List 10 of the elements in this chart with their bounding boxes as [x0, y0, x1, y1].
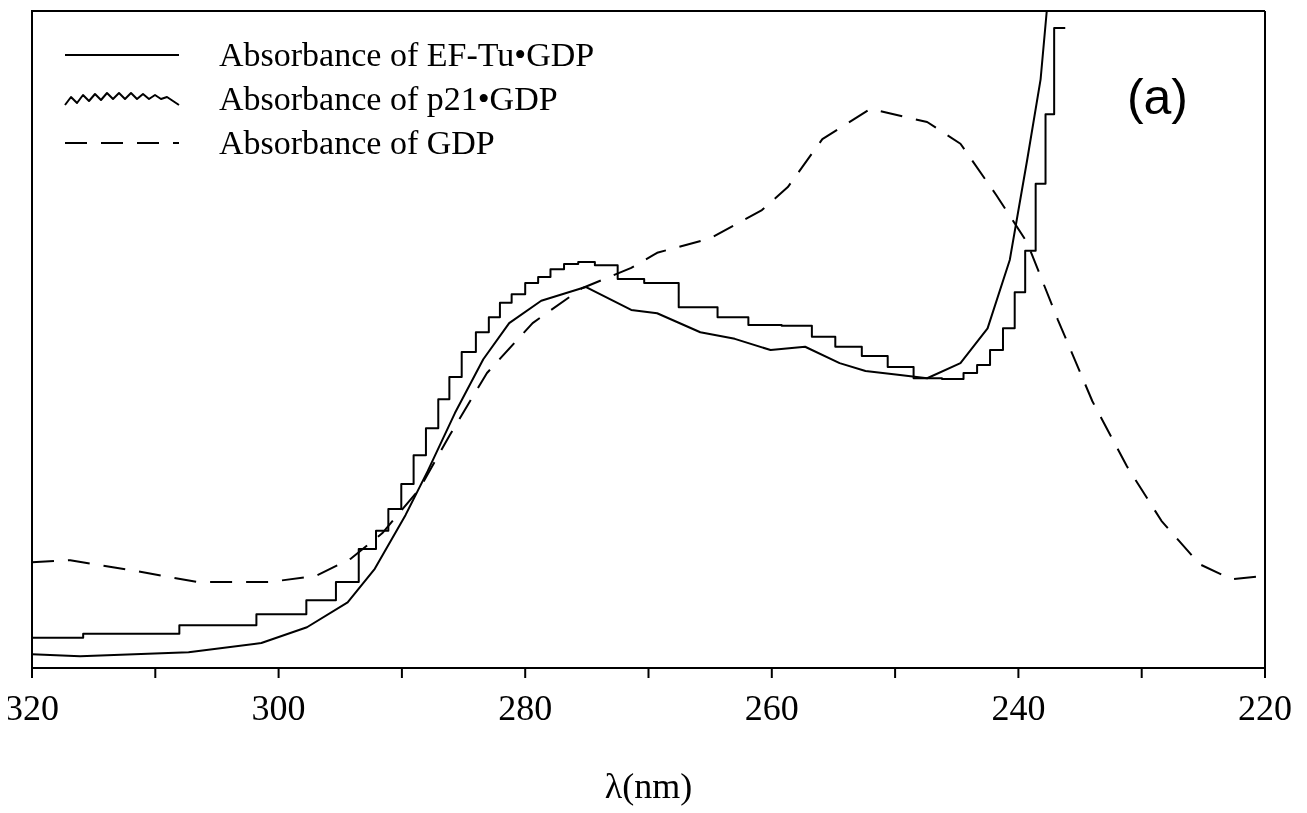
x-tick-label: 300 — [251, 687, 306, 728]
x-tick-label: 240 — [991, 687, 1046, 728]
legend-label: Absorbance of p21•GDP — [219, 80, 558, 118]
legend-label: Absorbance of GDP — [219, 124, 495, 162]
x-axis-title: λ(nm) — [604, 766, 693, 806]
x-tick-label: 260 — [744, 687, 799, 728]
annotation: (a) — [1126, 68, 1188, 126]
x-tick-label: 220 — [1238, 687, 1292, 728]
legend-label: Absorbance of EF-Tu•GDP — [219, 36, 595, 74]
x-tick-label: 280 — [498, 687, 553, 728]
